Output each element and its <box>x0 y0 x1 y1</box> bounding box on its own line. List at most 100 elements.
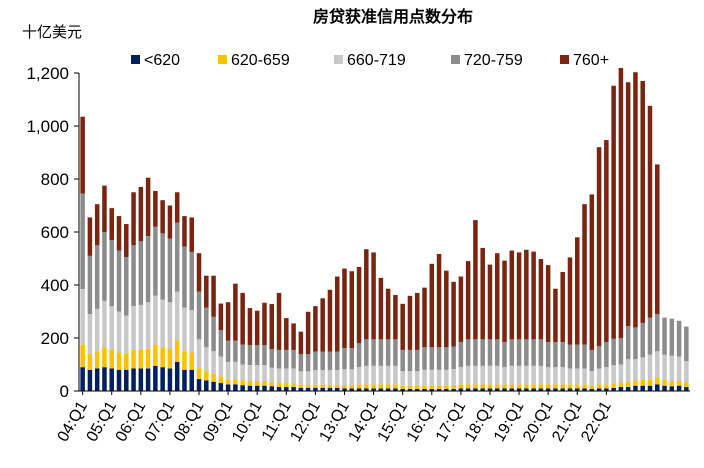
bar-segment-4 <box>313 351 318 371</box>
bar-segment-3 <box>662 354 667 380</box>
bar-segment-5 <box>465 261 471 340</box>
legend: <620 620-659 660-719 720-759 760+ <box>131 52 609 69</box>
bar-segment-5 <box>364 249 369 340</box>
bar-segment-1 <box>407 388 413 391</box>
bar-segment-3 <box>473 365 478 385</box>
bar-segment-1 <box>458 388 464 391</box>
bar-segment-4 <box>604 341 609 368</box>
bar-segment-1 <box>436 388 442 391</box>
bars <box>80 67 689 391</box>
bar-segment-2 <box>109 349 114 369</box>
bar-segment-3 <box>342 369 347 386</box>
bar-segment-1 <box>87 369 93 391</box>
bar-segment-4 <box>269 349 275 368</box>
bar-segment-4 <box>356 343 362 368</box>
bar-segment-3 <box>334 370 340 385</box>
bar-segment-1 <box>109 368 114 391</box>
y-tick-label: 0 <box>60 382 69 401</box>
bar-segment-1 <box>320 387 325 391</box>
bar-segment-3 <box>655 351 660 378</box>
bar-segment-3 <box>596 368 602 385</box>
y-tick-label: 200 <box>41 329 69 348</box>
bar-segment-3 <box>167 302 173 349</box>
bar-segment-3 <box>553 367 558 385</box>
bar-segment-2 <box>160 347 165 368</box>
bar-segment-4 <box>334 351 340 371</box>
bar-segment-1 <box>196 379 202 391</box>
bar-segment-3 <box>531 365 536 385</box>
bar-segment-1 <box>160 367 165 391</box>
bar-segment-2 <box>247 380 253 386</box>
bar-segment-4 <box>298 354 304 372</box>
bar-segment-2 <box>400 385 405 389</box>
bar-segment-4 <box>538 339 544 366</box>
bar-segment-2 <box>640 379 645 386</box>
bar-segment-3 <box>109 306 114 350</box>
bar-segment-2 <box>465 384 471 389</box>
bar-segment-5 <box>575 237 580 345</box>
bar-segment-3 <box>458 367 464 385</box>
bar-segment-5 <box>94 204 100 246</box>
bar-segment-1 <box>385 388 391 391</box>
bar-segment-1 <box>124 369 129 391</box>
bar-segment-3 <box>400 371 405 386</box>
bar-segment-4 <box>640 322 645 358</box>
bar-segment-4 <box>189 251 194 311</box>
bar-segment-4 <box>80 193 85 289</box>
bar-segment-2 <box>538 384 544 389</box>
bar-segment-5 <box>618 67 624 338</box>
bar-segment-1 <box>167 368 173 391</box>
bar-segment-4 <box>327 351 333 371</box>
bar-segment-3 <box>582 368 587 385</box>
bar-segment-1 <box>400 388 405 391</box>
bar-segment-3 <box>174 291 180 341</box>
bar-segment-3 <box>138 304 144 350</box>
bar-segment-1 <box>596 388 602 391</box>
bar-segment-5 <box>589 194 595 350</box>
bar-segment-2 <box>458 384 464 389</box>
bar-segment-1 <box>262 385 267 391</box>
bar-segment-1 <box>269 386 275 391</box>
bar-segment-2 <box>225 379 231 385</box>
bar-segment-2 <box>153 344 158 366</box>
bar-segment-1 <box>524 388 529 391</box>
bar-segment-1 <box>291 387 296 391</box>
legend-label: 620-659 <box>231 52 290 69</box>
bar-segment-4 <box>378 339 384 366</box>
bar-segment-5 <box>269 304 275 350</box>
bar-segment-3 <box>87 314 93 354</box>
bar-segment-1 <box>349 388 355 391</box>
bar-segment-5 <box>531 251 536 340</box>
bar-segment-2 <box>196 368 202 380</box>
legend-swatch <box>334 55 343 64</box>
bar-segment-4 <box>218 330 224 357</box>
bar-segment-2 <box>473 384 478 389</box>
bar-segment-5 <box>124 224 129 258</box>
y-tick-label: 1,200 <box>26 64 69 83</box>
bar-segment-1 <box>414 388 420 391</box>
bar-segment-1 <box>364 388 369 391</box>
bar-segment-3 <box>575 368 580 385</box>
bar-segment-5 <box>655 164 660 315</box>
bar-segment-2 <box>116 352 122 370</box>
bar-segment-1 <box>371 388 376 391</box>
bar-segment-1 <box>633 385 638 391</box>
bar-segment-1 <box>94 368 100 391</box>
bar-segment-2 <box>204 371 209 381</box>
bar-segment-1 <box>480 388 485 391</box>
bar-segment-4 <box>94 245 100 309</box>
bar-segment-1 <box>305 387 311 391</box>
bar-segment-2 <box>182 351 187 370</box>
bar-segment-4 <box>502 341 507 368</box>
bar-segment-5 <box>182 216 187 247</box>
bar-segment-3 <box>298 371 304 385</box>
bar-segment-3 <box>414 371 420 386</box>
y-tick-label: 400 <box>41 276 69 295</box>
bar-segment-4 <box>145 235 151 303</box>
bar-segment-3 <box>589 371 595 386</box>
bar-segment-3 <box>494 365 500 385</box>
legend-label: 720-759 <box>464 52 523 69</box>
bar-segment-3 <box>385 365 391 385</box>
bar-segment-1 <box>247 385 253 391</box>
bar-segment-4 <box>480 339 485 366</box>
